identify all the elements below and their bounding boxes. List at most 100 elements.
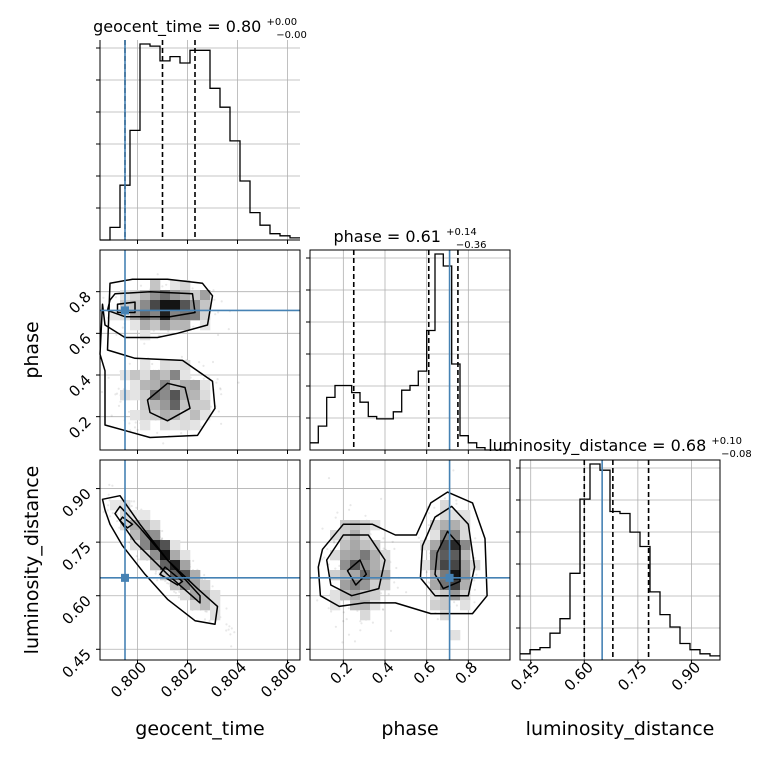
sample-point-phase-luminosity-distance-523	[473, 579, 476, 582]
sample-point-geocent-time-phase-98	[139, 284, 143, 287]
density-cell-geocent-time-phase-15-6	[160, 400, 171, 411]
sample-point-geocent-time-phase-819	[209, 405, 212, 408]
density-cell-geocent-time-phase-12-4	[140, 370, 151, 381]
density-cell-geocent-time-luminosity-distance-15-11	[210, 610, 221, 621]
density-cell-geocent-time-phase-17-6	[160, 420, 171, 431]
density-cell-geocent-time-phase-4-4	[140, 290, 151, 301]
title-phase-plus: +0.14	[446, 227, 477, 238]
contour-geocent-time-phase-0	[99, 278, 216, 439]
density-cell-geocent-time-luminosity-distance-7-5	[150, 530, 161, 541]
sample-point-phase-luminosity-distance-770	[417, 536, 420, 539]
histogram-luminosity-distance	[520, 463, 720, 657]
sample-point-geocent-time-luminosity-distance-263	[228, 625, 231, 628]
density-cell-geocent-time-phase-16-10	[200, 410, 211, 421]
sample-point-geocent-time-phase-708	[110, 414, 113, 417]
contour-geocent-time-phase-2	[146, 382, 191, 422]
density-cell-geocent-time-phase-7-8	[180, 320, 191, 331]
sample-point-geocent-time-phase-380	[161, 285, 164, 288]
sample-point-geocent-time-luminosity-distance-169	[102, 510, 105, 514]
density-cell-geocent-time-luminosity-distance-13-11	[210, 590, 221, 601]
sample-point-geocent-time-luminosity-distance-219	[160, 538, 164, 541]
density-cell-geocent-time-phase-14-8	[180, 390, 191, 401]
density-cell-phase-luminosity-distance-14-15	[460, 600, 471, 611]
density-cell-geocent-time-phase-13-4	[140, 380, 151, 391]
density-cell-geocent-time-luminosity-distance-12-10	[200, 580, 211, 591]
truth-marker-phase-luminosity-distance	[445, 573, 454, 582]
sample-point-geocent-time-phase-598	[119, 400, 122, 403]
density-cell-geocent-time-luminosity-distance-9-5	[150, 550, 161, 561]
contour-phase-luminosity-distance-4	[434, 530, 461, 590]
density-cell-phase-luminosity-distance-15-5	[360, 610, 371, 621]
sample-point-geocent-time-phase-561	[180, 432, 183, 435]
sample-point-phase-luminosity-distance-45	[342, 620, 345, 623]
title-geocent-time-minus: −0.00	[276, 30, 307, 41]
density-cell-phase-luminosity-distance-10-14	[450, 560, 461, 571]
sample-point-geocent-time-phase-79	[214, 313, 217, 316]
density-cell-phase-luminosity-distance-8-5	[360, 540, 371, 551]
x-axis-label-luminosity-distance: luminosity_distance	[526, 718, 715, 740]
sample-point-geocent-time-phase-122	[114, 296, 117, 299]
sample-point-phase-luminosity-distance-324	[359, 629, 362, 632]
sample-point-geocent-time-phase-692	[117, 404, 121, 407]
sample-point-geocent-time-phase-659	[162, 442, 165, 445]
density-cell-geocent-time-phase-7-7	[170, 320, 181, 331]
density-cell-phase-luminosity-distance-10-11	[420, 560, 431, 571]
sample-point-geocent-time-phase-761	[202, 364, 205, 367]
density-cell-phase-luminosity-distance-12-14	[450, 580, 461, 591]
sample-point-geocent-time-phase-367	[156, 273, 159, 276]
axis-frame-2-1	[309, 459, 511, 661]
density-cell-phase-luminosity-distance-10-7	[380, 560, 391, 571]
sample-point-phase-luminosity-distance-189	[321, 527, 324, 530]
density-cell-geocent-time-phase-7-4	[140, 320, 151, 331]
sample-point-phase-luminosity-distance-253	[364, 514, 367, 517]
density-cell-geocent-time-phase-16-8	[180, 410, 191, 421]
sample-point-geocent-time-phase-200	[165, 283, 168, 286]
density-cell-geocent-time-luminosity-distance-14-9	[190, 600, 201, 611]
contour-geocent-time-luminosity-distance-0	[101, 494, 219, 626]
sample-point-geocent-time-luminosity-distance-422	[233, 631, 236, 634]
sample-point-geocent-time-luminosity-distance-481	[168, 582, 171, 585]
density-cell-phase-luminosity-distance-10-15	[460, 560, 471, 571]
sample-point-phase-luminosity-distance-276	[393, 581, 396, 584]
sample-point-geocent-time-luminosity-distance-579	[109, 515, 112, 518]
sample-point-geocent-time-phase-451	[220, 300, 223, 303]
density-cell-geocent-time-phase-5-10	[200, 300, 211, 311]
sample-point-geocent-time-luminosity-distance-657	[211, 585, 214, 588]
title-luminosity-distance-minus: −0.08	[721, 449, 752, 460]
density-cell-phase-luminosity-distance-6-4	[350, 520, 361, 531]
sample-point-geocent-time-luminosity-distance-620	[229, 633, 232, 636]
sample-point-phase-luminosity-distance-173	[316, 599, 319, 602]
contour-phase-luminosity-distance-3	[346, 559, 368, 586]
density-cell-geocent-time-luminosity-distance-11-6	[160, 570, 171, 581]
sample-point-geocent-time-luminosity-distance-580	[203, 618, 207, 621]
density-cell-geocent-time-luminosity-distance-9-4	[140, 550, 151, 561]
density-cell-geocent-time-phase-3-5	[150, 280, 161, 291]
density-cell-geocent-time-phase-11-4	[140, 360, 151, 371]
contour-geocent-time-luminosity-distance-1	[114, 505, 201, 604]
x-axis-label-phase: phase	[381, 718, 438, 740]
sample-point-phase-luminosity-distance-552	[473, 601, 476, 604]
title-luminosity-distance-plus: +0.10	[711, 436, 742, 447]
sample-point-phase-luminosity-distance-416	[427, 581, 430, 584]
density-cell-phase-luminosity-distance-9-15	[460, 550, 471, 561]
density-cell-geocent-time-luminosity-distance-7-4	[140, 530, 151, 541]
sample-point-geocent-time-luminosity-distance-161	[135, 506, 138, 509]
sample-point-geocent-time-luminosity-distance-473	[133, 500, 136, 503]
sample-point-phase-luminosity-distance-776	[474, 537, 477, 540]
sample-point-geocent-time-phase-635	[127, 410, 131, 413]
sample-point-geocent-time-phase-314	[217, 333, 220, 337]
density-cell-geocent-time-luminosity-distance-11-8	[180, 570, 191, 581]
density-cell-geocent-time-phase-11-6	[160, 360, 171, 371]
histogram-phase	[310, 253, 510, 451]
density-cell-geocent-time-phase-4-3	[130, 290, 141, 301]
density-cell-geocent-time-phase-6-8	[180, 310, 191, 321]
density-cell-geocent-time-phase-12-3	[130, 370, 141, 381]
sample-point-phase-luminosity-distance-336	[332, 540, 336, 543]
density-cell-phase-luminosity-distance-13-3	[340, 590, 351, 601]
density-cell-phase-luminosity-distance-11-6	[370, 570, 381, 581]
density-cell-geocent-time-luminosity-distance-6-5	[150, 520, 161, 531]
density-cell-geocent-time-phase-4-6	[160, 290, 171, 301]
density-cell-phase-luminosity-distance-6-5	[360, 520, 371, 531]
density-cell-phase-luminosity-distance-7-14	[450, 530, 461, 541]
density-cell-geocent-time-phase-5-9	[190, 300, 201, 311]
